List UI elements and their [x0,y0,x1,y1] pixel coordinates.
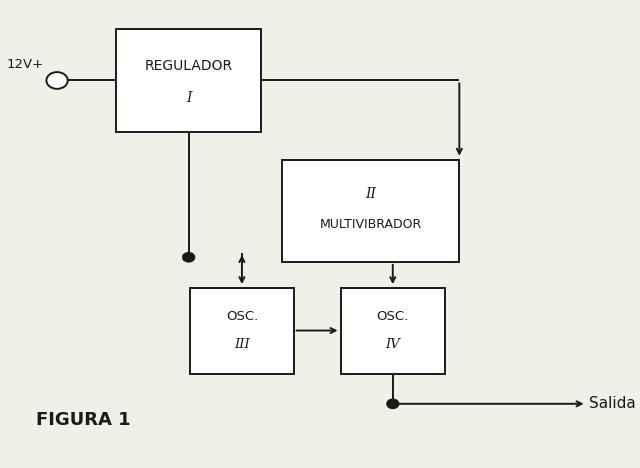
Text: I: I [186,91,191,105]
Text: 12V+: 12V+ [6,58,44,71]
Text: II: II [365,188,376,201]
Circle shape [183,253,195,262]
Bar [116,29,261,132]
Text: REGULADOR: REGULADOR [145,58,233,73]
Bar [190,287,294,373]
Text: OSC.: OSC. [377,310,409,323]
Circle shape [47,72,68,89]
Bar [341,287,445,373]
Text: OSC.: OSC. [226,310,258,323]
Text: III: III [234,338,250,351]
Circle shape [387,399,399,409]
Text: MULTIVIBRADOR: MULTIVIBRADOR [319,218,422,231]
Text: Salida: Salida [589,396,636,411]
Text: FIGURA 1: FIGURA 1 [36,411,131,429]
Bar [282,160,460,262]
Text: IV: IV [385,338,400,351]
